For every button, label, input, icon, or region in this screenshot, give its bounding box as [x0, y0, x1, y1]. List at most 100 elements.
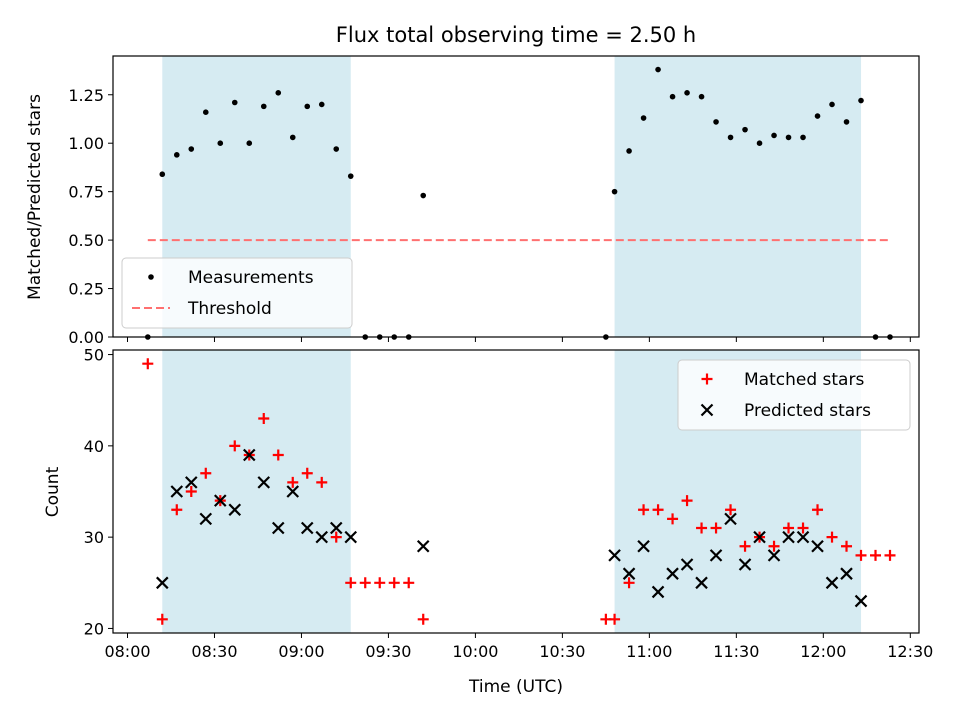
observing-window-0-1 — [614, 56, 862, 337]
x-tick-label-0: 08:00 — [104, 642, 150, 661]
point-1-0-34 — [797, 522, 809, 534]
point-1-1-14 — [416, 539, 430, 553]
point-1-1-7 — [257, 476, 271, 489]
legend-item-1-1: Predicted stars — [700, 401, 871, 421]
point-1-1-0 — [156, 576, 169, 590]
point-0-0-34 — [800, 134, 806, 141]
point-1-0-8 — [258, 412, 270, 424]
point-1-1-21 — [695, 576, 708, 590]
legend-0: Measurements Threshold — [121, 257, 353, 329]
x-tick-label-3: 09:30 — [365, 642, 411, 661]
point-0-0-8 — [260, 103, 267, 110]
legend-item-0-1: Threshold — [132, 299, 272, 319]
point-1-0-19 — [417, 613, 429, 625]
legend-item-0-0: Measurements — [148, 268, 314, 288]
point-1-0-15 — [359, 577, 371, 589]
point-1-1-3 — [199, 512, 213, 526]
plot-frame-0 — [112, 55, 920, 338]
point-1-0-22 — [623, 577, 635, 589]
point-1-0-26 — [681, 495, 693, 507]
point-1-0-38 — [855, 549, 867, 561]
point-1-1-16 — [622, 567, 636, 580]
point-1-1-26 — [767, 549, 781, 562]
point-1-0-3 — [185, 486, 197, 497]
point-0-0-25 — [669, 93, 676, 100]
point-1-1-30 — [825, 576, 839, 590]
point-1-1-9 — [286, 485, 300, 498]
point-1-0-4 — [200, 467, 212, 479]
point-0-0-19 — [420, 192, 427, 199]
y-tick-label-0-5: 1.25 — [68, 86, 104, 105]
point-0-0-13 — [333, 146, 340, 152]
point-0-0-2 — [173, 152, 180, 158]
point-1-0-16 — [374, 577, 386, 589]
legend-label-0-1: Threshold — [187, 299, 272, 319]
point-1-0-35 — [812, 504, 824, 516]
point-1-0-18 — [403, 577, 415, 589]
point-1-1-18 — [651, 585, 665, 599]
point-1-1-25 — [753, 530, 766, 544]
point-1-1-10 — [300, 521, 314, 535]
point-0-0-10 — [289, 134, 296, 141]
y-tick-label-0-3: 0.75 — [68, 183, 104, 202]
point-1-1-8 — [271, 521, 285, 535]
point-1-1-13 — [344, 530, 358, 544]
point-0-0-22 — [626, 148, 632, 154]
point-1-0-30 — [739, 540, 751, 552]
point-1-1-23 — [724, 512, 737, 526]
plot-frame-1 — [112, 349, 920, 634]
point-0-0-1 — [159, 171, 166, 178]
plot-panels: 0.00 0.25 0.50 0.75 1.00 1.25 Measurements Thre… — [68, 55, 933, 661]
y-tick-label-1-0: 20 — [84, 619, 104, 638]
y-tick-label-1-1: 30 — [84, 528, 104, 547]
point-0-0-30 — [742, 126, 748, 133]
point-0-0-38 — [858, 97, 864, 104]
point-1-0-37 — [841, 540, 853, 552]
x-tick-label-5: 10:30 — [539, 642, 585, 661]
point-1-1-20 — [680, 558, 694, 571]
point-1-1-28 — [796, 530, 810, 544]
point-0-0-6 — [231, 99, 238, 106]
legend-label-0-0: Measurements — [188, 268, 314, 288]
point-0-0-28 — [713, 119, 719, 125]
point-1-1-27 — [782, 530, 795, 544]
point-0-0-3 — [188, 146, 195, 152]
legend-1: Matched stars Predicted stars — [677, 359, 911, 431]
point-1-0-33 — [783, 522, 795, 534]
x-axis-label: Time (UTC) — [468, 677, 563, 697]
x-tick-label-8: 12:00 — [800, 642, 846, 661]
x-tick-label-4: 10:00 — [452, 642, 498, 661]
x-tick-label-1: 08:30 — [191, 642, 237, 661]
point-1-1-24 — [738, 558, 752, 571]
point-1-0-36 — [826, 531, 838, 543]
point-1-0-1 — [156, 613, 168, 625]
point-0-0-23 — [640, 115, 647, 121]
chart-title: Flux total observing time = 2.50 h — [336, 23, 696, 47]
point-1-0-39 — [870, 549, 882, 561]
point-1-0-24 — [652, 504, 664, 516]
point-0-0-29 — [727, 134, 734, 141]
point-1-0-14 — [345, 577, 357, 589]
x-tick-label-9: 12:30 — [887, 642, 933, 661]
point-1-1-11 — [315, 530, 329, 544]
point-1-0-10 — [287, 476, 299, 488]
point-1-0-27 — [696, 522, 708, 534]
point-0-0-11 — [304, 103, 311, 110]
point-1-0-0 — [142, 358, 154, 370]
point-1-0-12 — [316, 476, 328, 488]
point-1-1-29 — [811, 539, 824, 553]
point-1-0-17 — [388, 577, 400, 589]
point-0-0-5 — [217, 140, 224, 147]
point-1-0-29 — [725, 504, 737, 516]
point-0-0-36 — [829, 101, 835, 108]
point-1-0-21 — [609, 613, 621, 625]
x-tick-label-2: 09:00 — [278, 642, 324, 661]
point-1-1-15 — [608, 549, 621, 562]
point-0-0-26 — [684, 90, 690, 96]
point-1-1-1 — [170, 485, 184, 498]
point-1-0-11 — [301, 467, 313, 479]
point-0-0-27 — [698, 93, 705, 100]
point-0-0-32 — [771, 132, 777, 139]
point-1-0-40 — [884, 549, 896, 561]
